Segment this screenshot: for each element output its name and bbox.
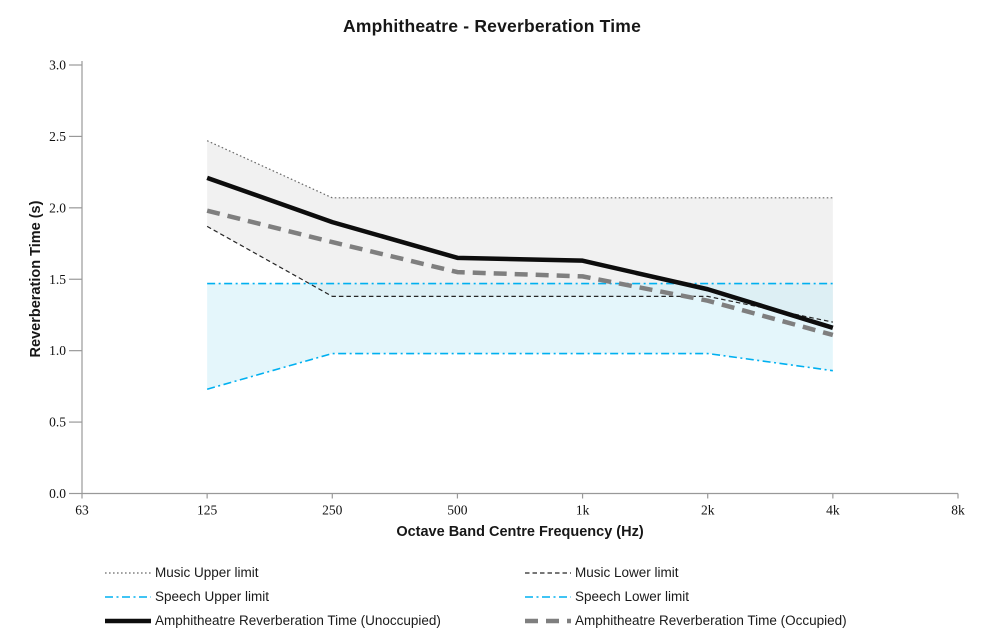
- x-tick-label: 63: [75, 503, 89, 518]
- x-tick-label: 1k: [576, 503, 590, 518]
- legend-item-amphitheatre-reverberation-time-unoccupied[interactable]: Amphitheatre Reverberation Time (Unoccup…: [104, 611, 524, 630]
- legend-label: Music Upper limit: [155, 565, 259, 580]
- legend-line-swatch-icon: [525, 595, 571, 598]
- legend-line-swatch-icon: [525, 571, 571, 574]
- x-tick-label: 500: [447, 503, 468, 518]
- legend-label: Amphitheatre Reverberation Time (Unoccup…: [155, 613, 441, 628]
- legend-item-amphitheatre-reverberation-time-occupied[interactable]: Amphitheatre Reverberation Time (Occupie…: [524, 611, 944, 630]
- series-line-music-lower-limit: [206, 225, 833, 323]
- legend-label: Music Lower limit: [575, 565, 679, 580]
- legend-label: Amphitheatre Reverberation Time (Occupie…: [575, 613, 847, 628]
- x-tick-label: 250: [322, 503, 343, 518]
- legend-label: Speech Upper limit: [155, 589, 270, 604]
- legend-label: Speech Lower limit: [575, 589, 690, 604]
- legend-line-swatch-icon: [525, 618, 571, 623]
- x-tick-label: 8k: [951, 503, 965, 518]
- legend-line-swatch-icon: [105, 618, 151, 623]
- x-tick-label: 125: [197, 503, 218, 518]
- y-tick-label: 1.0: [49, 343, 66, 358]
- series-line-music-upper-limit: [206, 140, 833, 199]
- speech-limits-band: [207, 283, 833, 390]
- legend-line-swatch-icon: [105, 595, 151, 598]
- series-line-speech-lower-limit: [206, 352, 833, 391]
- legend-item-speech-upper-limit[interactable]: Speech Upper limit: [104, 587, 524, 606]
- x-axis-title: Octave Band Centre Frequency (Hz): [396, 524, 644, 540]
- series-line-amphitheatre-reverberation-time-unoccupied: [206, 175, 834, 330]
- y-tick-label: 0.0: [49, 486, 66, 501]
- music-limits-band: [207, 140, 833, 323]
- y-tick-label: 1.5: [49, 272, 66, 287]
- y-tick-label: 3.0: [49, 58, 66, 73]
- legend-item-speech-lower-limit[interactable]: Speech Lower limit: [524, 587, 944, 606]
- series-line-amphitheatre-reverberation-time-occupied: [206, 208, 834, 338]
- legend-line-swatch-icon: [105, 571, 151, 574]
- legend-item-music-upper-limit[interactable]: Music Upper limit: [104, 563, 524, 582]
- y-tick-label: 2.0: [49, 200, 66, 215]
- x-tick-label: 4k: [826, 503, 840, 518]
- legend: Music Upper limit Music Lower limit Speech…: [104, 563, 944, 630]
- y-tick-label: 2.5: [49, 129, 66, 144]
- legend-item-music-lower-limit[interactable]: Music Lower limit: [524, 563, 944, 582]
- y-tick-label: 0.5: [49, 415, 66, 430]
- x-tick-label: 2k: [701, 503, 715, 518]
- chart-title: Amphitheatre - Reverberation Time: [342, 16, 642, 36]
